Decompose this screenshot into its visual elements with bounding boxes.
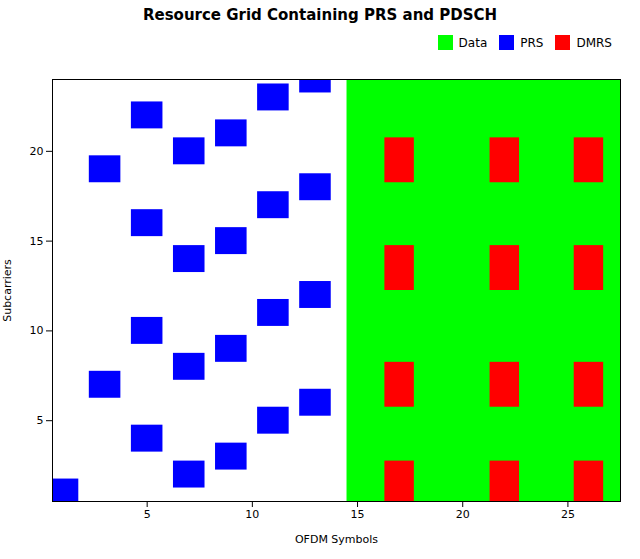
svg-text:OFDM Symbols: OFDM Symbols [295,533,378,546]
html-text:Resource Grid Containing PRS a: Resource Grid Containing PRS and PDSCH [142,6,498,24]
svg-text:15: 15 [351,508,365,521]
svg-text:15: 15 [30,235,44,248]
svg-text:5: 5 [144,508,151,521]
svg-text:25: 25 [561,508,575,521]
html-text:DMRS: DMRS [576,35,612,50]
html-text:Data: Data [458,35,488,50]
svg-text:10: 10 [30,324,44,337]
svg-text:20: 20 [30,145,44,158]
html-text:PRS: PRS [520,35,544,50]
svg-text:20: 20 [456,508,470,521]
svg-text:10: 10 [245,508,259,521]
svg-text:5: 5 [37,414,44,427]
svg-text:Subcarriers: Subcarriers [1,259,14,322]
